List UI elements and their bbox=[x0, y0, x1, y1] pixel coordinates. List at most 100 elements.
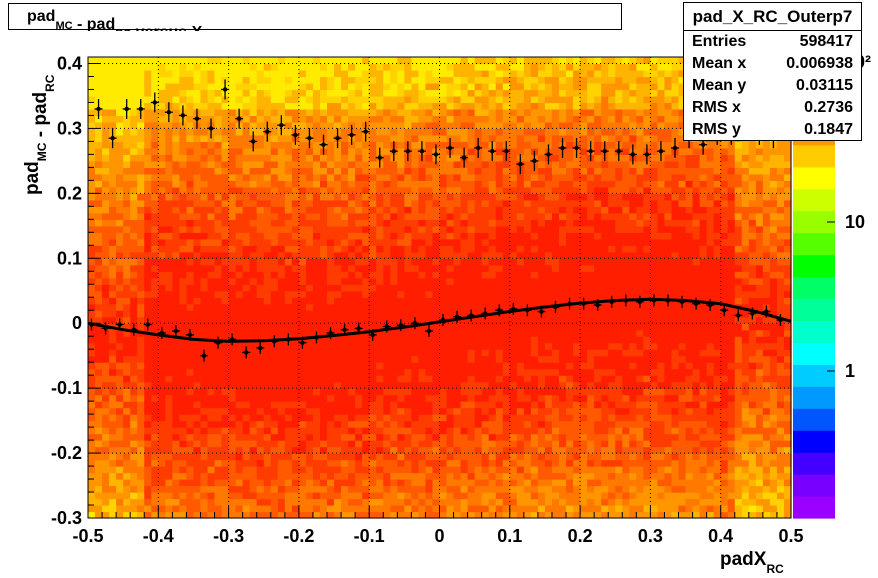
x-tick-label: 0.5 bbox=[778, 526, 803, 546]
data-point bbox=[595, 302, 600, 308]
color-scale-step bbox=[793, 320, 835, 343]
data-point bbox=[307, 135, 312, 141]
color-scale-step bbox=[793, 430, 835, 453]
data-point bbox=[117, 322, 122, 327]
data-point bbox=[272, 339, 277, 344]
color-scale-step bbox=[793, 386, 835, 409]
data-point bbox=[419, 148, 425, 154]
data-point bbox=[286, 337, 291, 342]
stats-value: 0.006938 bbox=[786, 55, 853, 72]
stats-value: 0.2736 bbox=[804, 99, 853, 116]
data-point bbox=[623, 298, 628, 303]
plot-title: padMC - padRC versus XRC for Outer secto… bbox=[27, 8, 203, 31]
stats-name: pad_X_RC_Outerp7 bbox=[684, 3, 861, 31]
x-tick-label: 0.3 bbox=[638, 526, 663, 546]
data-point bbox=[173, 328, 179, 334]
data-point bbox=[96, 106, 101, 112]
data-point bbox=[722, 308, 727, 313]
data-point bbox=[405, 148, 411, 154]
stats-row-mean-x: Mean x 0.006938 bbox=[692, 55, 853, 77]
data-point bbox=[398, 322, 404, 328]
data-point bbox=[454, 314, 460, 319]
data-point bbox=[215, 340, 221, 345]
color-scale-step bbox=[793, 298, 835, 322]
data-point bbox=[89, 322, 94, 327]
y-tick-label: -0.3 bbox=[51, 508, 82, 528]
data-point bbox=[497, 308, 502, 313]
data-point bbox=[482, 311, 488, 316]
data-point bbox=[574, 145, 579, 151]
data-point bbox=[609, 299, 614, 304]
stats-key: Mean x bbox=[692, 55, 747, 72]
stats-key: Mean y bbox=[692, 77, 747, 94]
stats-key: RMS y bbox=[692, 121, 741, 138]
data-point bbox=[110, 135, 115, 141]
data-point bbox=[159, 330, 165, 336]
data-point bbox=[447, 145, 453, 151]
color-scale-step bbox=[793, 408, 835, 431]
x-tick-label: 0.4 bbox=[708, 526, 733, 546]
data-point bbox=[679, 299, 685, 304]
data-point bbox=[651, 298, 657, 303]
data-point bbox=[258, 345, 263, 351]
data-point bbox=[342, 327, 347, 332]
data-point bbox=[328, 330, 333, 336]
y-tick-label: -0.1 bbox=[51, 378, 82, 398]
stats-row-mean-y: Mean y 0.03115 bbox=[692, 77, 853, 99]
y-tick-label: 0.3 bbox=[57, 118, 82, 138]
data-point bbox=[236, 116, 242, 121]
data-point bbox=[539, 309, 544, 314]
data-point bbox=[314, 335, 319, 340]
data-point bbox=[279, 122, 284, 128]
data-point bbox=[152, 100, 157, 105]
data-point bbox=[349, 132, 354, 138]
data-point bbox=[145, 322, 150, 327]
x-tick-label: 0.1 bbox=[497, 526, 522, 546]
data-point bbox=[553, 304, 558, 310]
stats-box: pad_X_RC_Outerp7 Entries 598417 Mean x 0… bbox=[683, 2, 862, 141]
data-point bbox=[356, 326, 361, 331]
color-scale-step bbox=[793, 144, 835, 168]
data-point bbox=[229, 337, 235, 342]
data-point bbox=[518, 161, 523, 167]
stats-row-rms-y: RMS y 0.1847 bbox=[692, 121, 853, 143]
x-tick-label: -0.2 bbox=[283, 526, 314, 546]
data-point bbox=[461, 155, 467, 160]
data-point bbox=[665, 298, 671, 303]
data-point bbox=[764, 309, 769, 314]
y-tick-label: 0 bbox=[72, 313, 82, 333]
data-point bbox=[778, 317, 783, 323]
color-scale-step bbox=[793, 452, 835, 475]
data-point bbox=[750, 311, 755, 316]
data-point bbox=[658, 148, 664, 154]
data-point bbox=[384, 324, 389, 329]
color-scale-label: 10 bbox=[845, 212, 865, 232]
x-tick-label: -0.5 bbox=[72, 526, 103, 546]
color-scale-step bbox=[793, 342, 835, 365]
data-point bbox=[468, 313, 474, 318]
data-point bbox=[532, 158, 537, 164]
x-tick-label: -0.1 bbox=[354, 526, 385, 546]
data-point bbox=[560, 145, 565, 151]
y-tick-label: 0.2 bbox=[57, 183, 82, 203]
color-scale-step bbox=[793, 474, 835, 497]
data-point bbox=[672, 145, 678, 151]
data-point bbox=[426, 328, 432, 334]
data-point bbox=[412, 321, 418, 326]
data-point bbox=[201, 353, 207, 358]
data-point bbox=[293, 132, 298, 138]
data-point bbox=[567, 301, 572, 306]
color-scale-step bbox=[793, 496, 835, 519]
color-scale-step bbox=[793, 188, 835, 212]
stats-row-entries: Entries 598417 bbox=[692, 33, 853, 55]
data-point bbox=[440, 317, 446, 323]
x-tick-label: 0 bbox=[434, 526, 444, 546]
y-axis-title: padMC - padRC bbox=[22, 74, 57, 195]
data-point bbox=[504, 148, 509, 154]
data-point bbox=[511, 306, 516, 312]
data-point bbox=[588, 148, 593, 154]
data-point bbox=[630, 152, 636, 157]
data-point bbox=[700, 142, 706, 147]
data-point bbox=[180, 113, 186, 118]
data-point bbox=[693, 301, 699, 306]
